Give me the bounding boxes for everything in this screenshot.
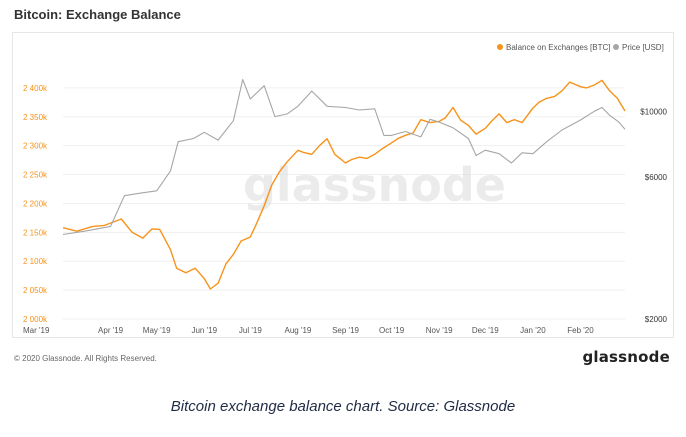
y-left-tick-label: 2 200k bbox=[23, 199, 48, 208]
x-tick-label: Mar '19 bbox=[23, 326, 50, 335]
watermark-logo: glassnode bbox=[243, 158, 506, 212]
x-tick-label: Apr '19 bbox=[98, 326, 124, 335]
glassnode-logo: glassnode bbox=[582, 348, 670, 366]
x-tick-label: Aug '19 bbox=[284, 326, 311, 335]
y-left-tick-label: 2 250k bbox=[23, 171, 48, 180]
y-left-tick-label: 2 000k bbox=[23, 315, 48, 324]
x-tick-label: Nov '19 bbox=[426, 326, 453, 335]
x-tick-label: Jun '19 bbox=[191, 326, 217, 335]
x-tick-label: Feb '20 bbox=[567, 326, 594, 335]
x-tick-label: Sep '19 bbox=[332, 326, 359, 335]
x-tick-label: Jan '20 bbox=[520, 326, 546, 335]
y-right-tick-label: $10000 bbox=[640, 107, 667, 116]
x-tick-label: Dec '19 bbox=[472, 326, 499, 335]
legend-marker-balance bbox=[497, 44, 503, 50]
grid-layer bbox=[63, 87, 625, 320]
chart-card: glassnode 2 000k 2 050k 2 100k 2 150k 2 200k… bbox=[12, 32, 674, 338]
series-line-price bbox=[62, 78, 626, 236]
x-tick-label: Oct '19 bbox=[379, 326, 405, 335]
chart-title: Bitcoin: Exchange Balance bbox=[14, 7, 181, 22]
series-line-balance bbox=[62, 79, 626, 290]
legend[interactable]: Balance on Exchanges [BTC] Price [USD] bbox=[497, 43, 664, 52]
right-axis: $2000 $6000 $10000 bbox=[640, 107, 667, 324]
y-left-tick-label: 2 150k bbox=[23, 228, 48, 237]
left-axis: 2 000k 2 050k 2 100k 2 150k 2 200k 2 250k 2 30… bbox=[23, 84, 48, 324]
y-left-tick-label: 2 350k bbox=[23, 113, 48, 122]
legend-label-price[interactable]: Price [USD] bbox=[622, 43, 664, 52]
y-left-tick-label: 2 100k bbox=[23, 257, 48, 266]
legend-label-balance[interactable]: Balance on Exchanges [BTC] bbox=[506, 43, 611, 52]
series-layer bbox=[62, 78, 626, 290]
y-right-tick-label: $6000 bbox=[645, 173, 668, 182]
chart-svg: glassnode 2 000k 2 050k 2 100k 2 150k 2 200k… bbox=[23, 43, 668, 335]
y-left-tick-label: 2 400k bbox=[23, 84, 48, 93]
x-tick-label: Jul '19 bbox=[239, 326, 262, 335]
copyright-text: © 2020 Glassnode. All Rights Reserved. bbox=[14, 354, 157, 363]
x-axis: Mar '19 Apr '19 May '19 Jun '19 Jul '19 Aug '… bbox=[23, 326, 594, 335]
x-tick-label: May '19 bbox=[143, 326, 171, 335]
figure-caption: Bitcoin exchange balance chart. Source: … bbox=[170, 398, 516, 415]
y-left-tick-label: 2 050k bbox=[23, 286, 48, 295]
legend-marker-price bbox=[613, 44, 619, 50]
y-left-tick-label: 2 300k bbox=[23, 142, 48, 151]
y-right-tick-label: $2000 bbox=[645, 315, 668, 324]
